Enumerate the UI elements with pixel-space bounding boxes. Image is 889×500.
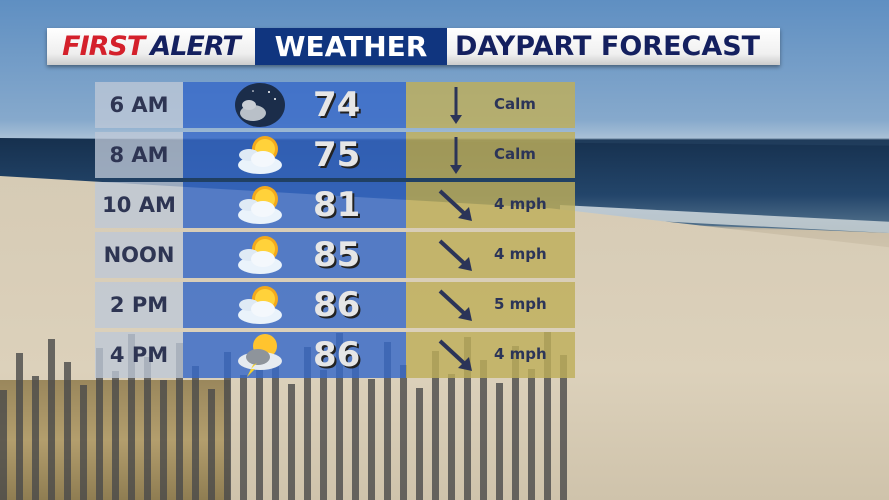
wind-arrow-icon [436,85,476,125]
conditions-cell: 86 [183,282,406,328]
fence-post [96,348,103,500]
logo-first: FIRST [62,31,145,62]
time-label: 8 AM [95,132,183,178]
fence-post [368,379,375,500]
fence-post [496,383,503,500]
title-banner: FIRST ALERT WEATHER DAYPART FORECAST [47,28,780,65]
wind-speed: Calm [494,145,536,163]
fence-post [64,362,71,500]
wind-cell: 4 mph [406,232,575,278]
wind-cell: 4 mph [406,182,575,228]
fence-post [336,333,343,500]
fence-post [192,366,199,500]
fence-post [112,371,119,500]
weather-label: WEATHER [255,28,447,65]
fence-post [224,352,231,500]
conditions-cell: 81 [183,182,406,228]
time-label: 2 PM [95,282,183,328]
sun-thunderstorm-icon [235,333,285,377]
fence-post [400,365,407,500]
temperature: 86 [313,335,361,375]
forecast-table: 6 AM 74 Calm 8 AM 75 Calm 10 AM 81 4 mph NO… [95,82,575,382]
fence-post [160,380,167,500]
first-alert-logo: FIRST ALERT [47,28,255,65]
fence-post [80,385,87,500]
fence-post [304,347,311,500]
temperature: 74 [313,85,361,125]
time-label: 10 AM [95,182,183,228]
fence-post [0,390,7,500]
temperature: 81 [313,185,361,225]
fence-post [544,332,551,500]
time-label: NOON [95,232,183,278]
wind-arrow-icon [436,185,476,225]
wind-arrow-icon [436,135,476,175]
forecast-row: 2 PM 86 5 mph [95,282,575,328]
fence-post [448,374,455,500]
fence-post [528,369,535,500]
conditions-cell: 85 [183,232,406,278]
fence-post [240,375,247,500]
partly-sunny-icon [235,233,285,277]
fence-post [464,337,471,500]
temperature: 75 [313,135,361,175]
forecast-row: 10 AM 81 4 mph [95,182,575,228]
logo-alert: ALERT [150,31,241,62]
partly-sunny-icon [235,283,285,327]
time-label: 4 PM [95,332,183,378]
fence-post [32,376,39,500]
wind-arrow-icon [436,335,476,375]
fence-post [16,353,23,500]
conditions-cell: 74 [183,82,406,128]
fence-post [560,355,567,500]
conditions-cell: 86 [183,332,406,378]
wind-speed: 5 mph [494,295,547,313]
page-title: DAYPART FORECAST [447,28,780,65]
fence-post [48,339,55,500]
time-label: 6 AM [95,82,183,128]
temperature: 85 [313,235,361,275]
forecast-row: 6 AM 74 Calm [95,82,575,128]
forecast-row: 4 PM 86 4 mph [95,332,575,378]
fence-post [128,334,135,500]
fence-post [432,351,439,500]
fence-post [512,346,519,500]
temperature: 86 [313,285,361,325]
wind-speed: 4 mph [494,195,547,213]
wind-cell: 5 mph [406,282,575,328]
fence-post [416,388,423,500]
fence-post [208,389,215,500]
fence-post [256,338,263,500]
fence-post [384,342,391,500]
fence-post [176,343,183,500]
partly-sunny-icon [235,133,285,177]
fence-post [272,361,279,500]
wind-cell: 4 mph [406,332,575,378]
conditions-cell: 75 [183,132,406,178]
wind-cell: Calm [406,82,575,128]
wind-speed: 4 mph [494,245,547,263]
fence-post [352,356,359,500]
night-partly-cloudy-icon [235,83,285,127]
wind-arrow-icon [436,285,476,325]
beach-fence [0,320,580,500]
wind-speed: 4 mph [494,345,547,363]
forecast-row: NOON 85 4 mph [95,232,575,278]
wind-arrow-icon [436,235,476,275]
wind-speed: Calm [494,95,536,113]
fence-post [480,360,487,500]
fence-post [320,370,327,500]
fence-post [144,357,151,500]
fence-post [288,384,295,500]
forecast-row: 8 AM 75 Calm [95,132,575,178]
partly-sunny-icon [235,183,285,227]
wind-cell: Calm [406,132,575,178]
